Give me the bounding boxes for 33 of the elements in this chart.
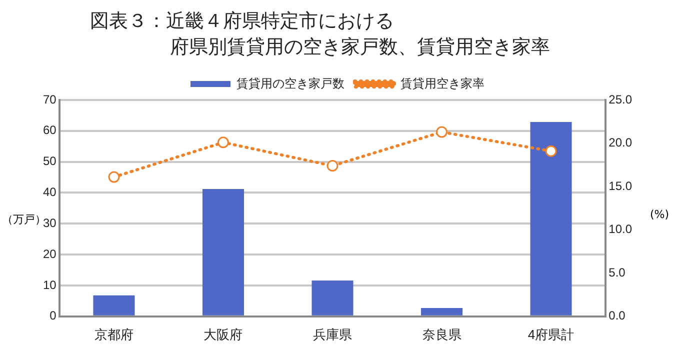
x-tick-label: 奈良県 — [422, 326, 462, 342]
bar — [202, 189, 244, 316]
x-tick-label: 京都府 — [94, 326, 134, 342]
x-tick-label: 兵庫県 — [312, 326, 352, 342]
point — [436, 126, 448, 138]
bar — [312, 280, 354, 316]
y-tick-label: 50 — [42, 154, 57, 168]
y2-tick-label: 5.0 — [608, 265, 626, 280]
y2-tick-label: 20.0 — [608, 136, 632, 150]
y2-axis-title: (%) — [650, 208, 670, 221]
y2-tick-label: 25.0 — [608, 92, 632, 106]
chart-title: 図表３：近畿４府県特定市における府県別賃貸用の空き家戸数、賃貸用空き家率 — [90, 10, 550, 58]
y2-tick-label: 15.0 — [608, 178, 632, 193]
y-tick-label: 40 — [42, 185, 57, 200]
point — [326, 160, 338, 172]
y-tick-label: 20 — [42, 246, 57, 261]
point — [545, 145, 557, 157]
point — [217, 136, 229, 148]
y2-tick-label: 10.0 — [608, 222, 632, 236]
legend-label: 賃貸用空き家率 — [400, 76, 484, 90]
legend-label: 賃貸用の空き家戸数 — [236, 76, 344, 90]
bar — [530, 122, 572, 316]
x-tick-label: 4府県計 — [528, 326, 574, 342]
y-tick-label: 10 — [42, 278, 57, 292]
y-tick-label: 30 — [42, 216, 57, 230]
bar — [93, 295, 135, 316]
bar — [420, 308, 463, 316]
y-tick-label: 60 — [42, 123, 57, 138]
y-tick-label: 0 — [50, 308, 57, 323]
y2-tick-label: 0.0 — [608, 308, 626, 323]
x-tick-label: 大阪府 — [204, 326, 243, 342]
point — [108, 171, 120, 183]
y-tick-label: 70 — [42, 92, 57, 106]
